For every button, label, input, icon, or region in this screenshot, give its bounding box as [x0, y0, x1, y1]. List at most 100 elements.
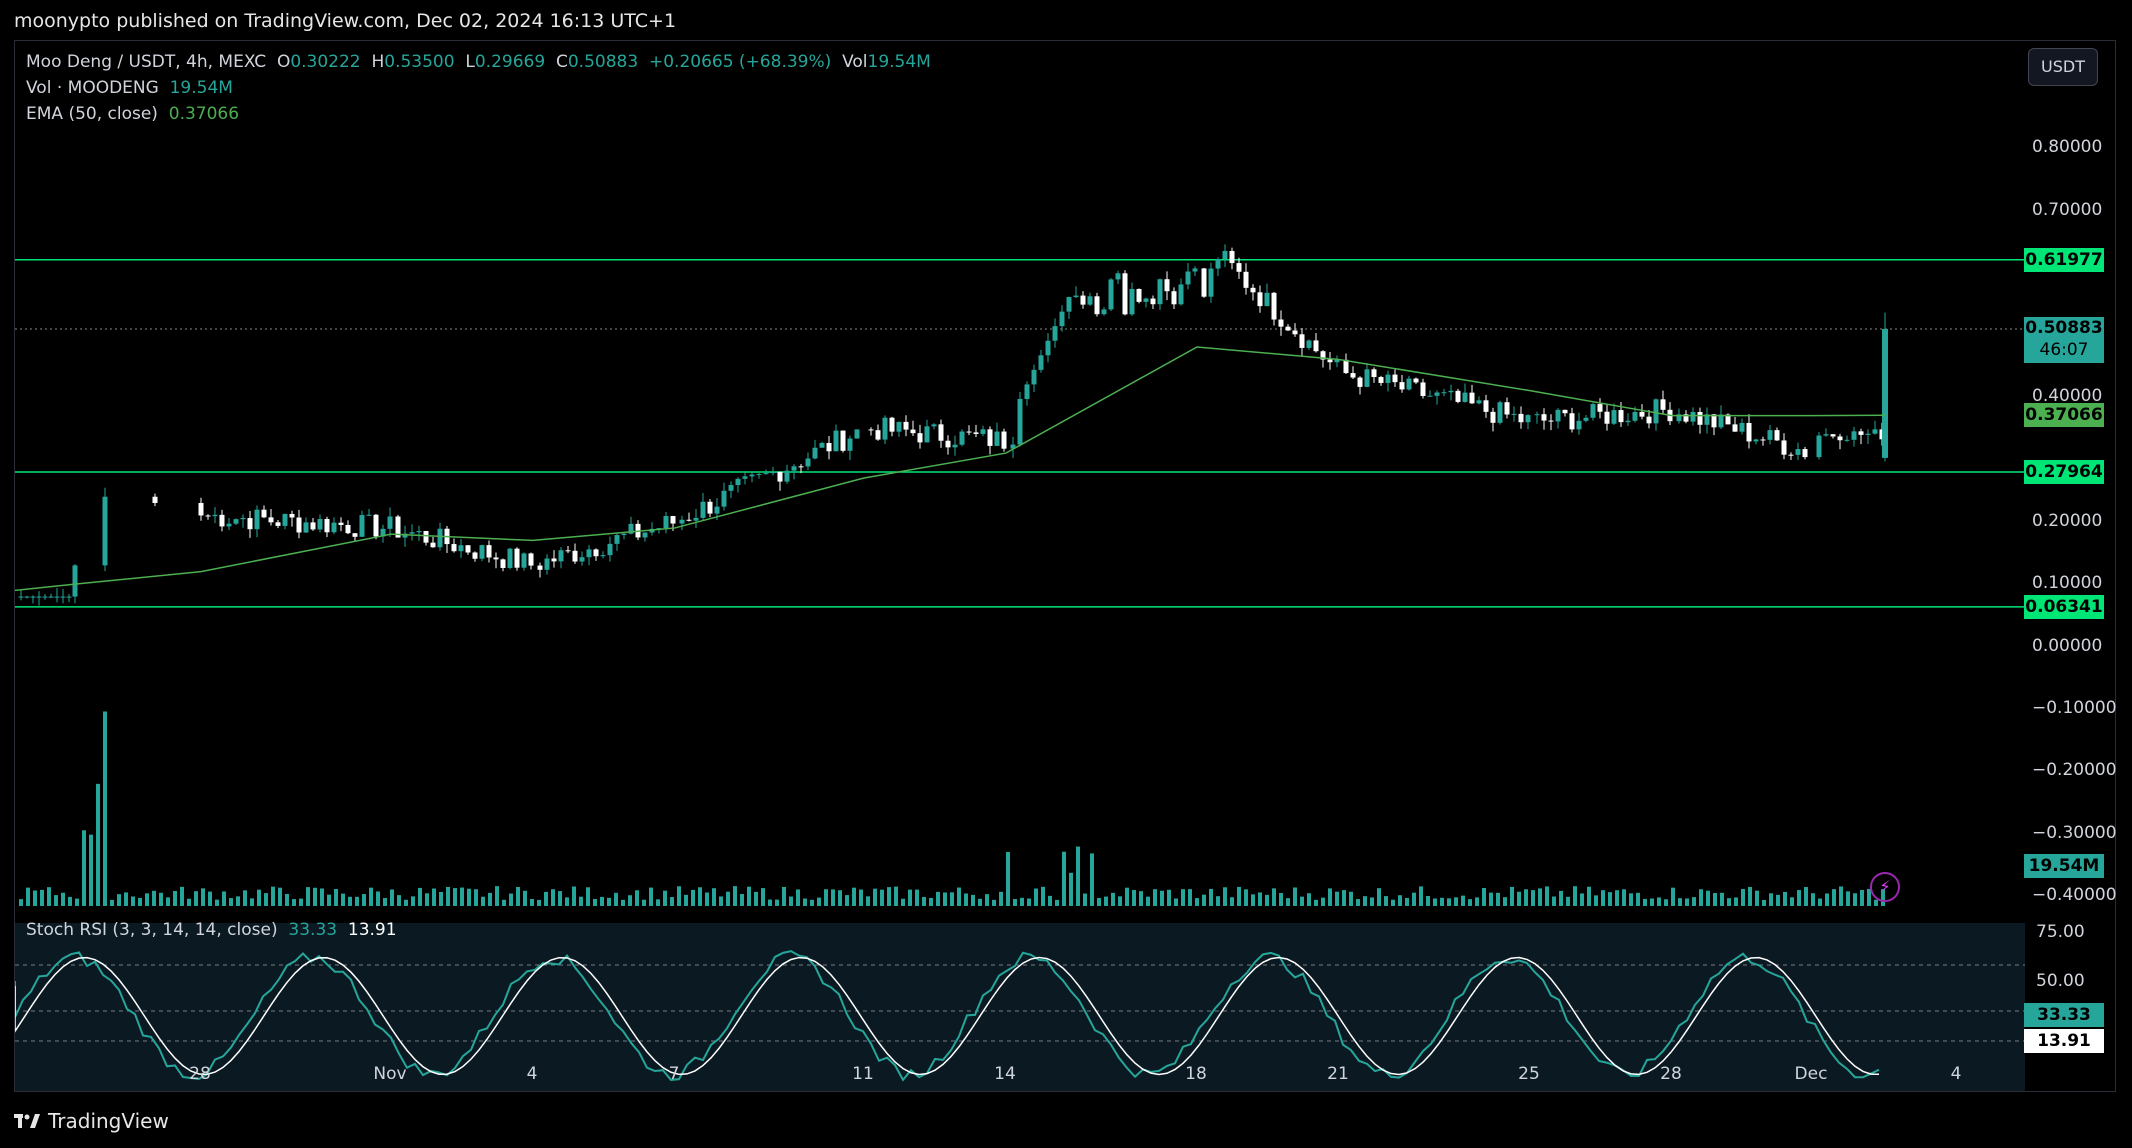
candle-body — [1604, 411, 1610, 424]
chart-area[interactable] — [14, 40, 2116, 1092]
ema-legend[interactable]: EMA (50, close) 0.37066 — [26, 104, 239, 124]
tradingview-logo[interactable]: TradingView — [14, 1109, 169, 1133]
volume-bar — [201, 888, 205, 906]
volume-bar — [873, 888, 877, 906]
candle-body — [465, 545, 471, 553]
volume-bar — [1195, 898, 1199, 906]
candle-body — [784, 470, 790, 482]
price-axis-label: −0.20000 — [2032, 760, 2117, 780]
candle-body — [240, 518, 246, 520]
volume-bar — [1482, 888, 1486, 906]
stoch-d-value: 13.91 — [347, 920, 397, 940]
level-tag-low: 0.06341 — [2024, 595, 2104, 619]
low-value: 0.29669 — [474, 52, 546, 72]
candle-body — [1257, 292, 1263, 307]
candle-body — [1178, 284, 1184, 305]
candle-body — [1462, 392, 1468, 402]
volume-bar — [159, 892, 163, 906]
volume-bar — [1307, 893, 1311, 906]
volume-bar — [1545, 886, 1549, 906]
alert-lightning-icon[interactable]: ⚡ — [1870, 872, 1900, 902]
volume-bar — [1580, 893, 1584, 906]
candle-body — [642, 532, 648, 538]
volume-bar — [691, 889, 695, 906]
candle-body — [1185, 271, 1191, 285]
candle-body — [1278, 319, 1284, 327]
candle-body — [1201, 268, 1207, 297]
candle-body — [1534, 414, 1540, 416]
volume-bar — [215, 899, 219, 906]
date-axis-label: 18 — [1185, 1064, 1207, 1084]
volume-bar — [943, 892, 947, 906]
symbol-label[interactable]: Moo Deng / USDT, 4h, MEXC — [26, 52, 267, 72]
candle-body — [451, 544, 457, 552]
volume-bar — [425, 893, 429, 906]
volume-bar — [320, 888, 324, 906]
volume-legend[interactable]: Vol · MOODENG 19.54M — [26, 78, 233, 98]
date-axis-label: 14 — [994, 1064, 1016, 1084]
candle-body — [826, 442, 832, 452]
candle-body — [1739, 422, 1745, 432]
volume-bar — [327, 894, 331, 906]
candle-body — [1229, 250, 1235, 264]
volume-bar — [369, 887, 373, 906]
volume-bar — [726, 891, 730, 906]
date-axis-label: 25 — [1518, 1064, 1540, 1084]
candle-body — [868, 429, 874, 431]
candle-body — [1569, 413, 1575, 430]
publish-bar: moonypto published on TradingView.com, D… — [0, 0, 2132, 40]
candle-body — [558, 550, 564, 562]
candle-body — [777, 471, 783, 482]
candle-body — [60, 596, 66, 598]
stoch-axis-label: 75.00 — [2036, 922, 2085, 942]
volume-bar — [1020, 897, 1024, 906]
currency-button[interactable]: USDT — [2028, 48, 2098, 86]
price-chart[interactable] — [15, 41, 2115, 1091]
candle-body — [152, 496, 158, 503]
candle-body — [1271, 292, 1277, 320]
volume-bar — [754, 891, 758, 906]
volume-bar — [810, 899, 814, 906]
candle-body — [1306, 340, 1312, 348]
candle-body — [1837, 436, 1843, 441]
candle-body — [1555, 409, 1561, 422]
stoch-legend[interactable]: Stoch RSI (3, 3, 14, 14, close) 33.33 13… — [26, 920, 397, 940]
volume-bar — [1650, 898, 1654, 906]
candle-body — [586, 549, 592, 558]
volume-bar — [1517, 891, 1521, 906]
volume-bar — [1454, 897, 1458, 906]
stoch-k-tag: 33.33 — [2024, 1003, 2104, 1027]
candle-body — [1192, 268, 1198, 272]
volume-bar — [285, 893, 289, 906]
candle-body — [54, 596, 60, 598]
candle-body — [1518, 413, 1524, 423]
volume-bar — [1846, 891, 1850, 906]
candle-body — [233, 519, 239, 524]
volume-bar — [257, 889, 261, 906]
volume-bar — [1727, 898, 1731, 906]
volume-bar — [1286, 898, 1290, 906]
volume-bar — [649, 887, 653, 906]
candle-body — [1001, 431, 1007, 449]
candle-body — [1364, 369, 1370, 387]
candle-body — [1441, 392, 1447, 394]
stoch-label: Stoch RSI (3, 3, 14, 14, close) — [26, 920, 278, 940]
volume-bar — [600, 896, 604, 906]
candle-body — [1851, 431, 1857, 440]
candle-body — [30, 596, 36, 598]
volume-bar — [1566, 896, 1570, 906]
volume-bar — [432, 888, 436, 906]
vol-value: 19.54M — [867, 52, 931, 72]
candle-body — [1541, 414, 1547, 421]
volume-bar — [1293, 887, 1297, 906]
candle-body — [1129, 288, 1135, 315]
volume-bar — [1279, 892, 1283, 906]
candle-body — [1725, 414, 1731, 425]
candle-body — [479, 545, 485, 559]
vol-label: Vol — [842, 52, 868, 72]
volume-bar — [1559, 890, 1563, 906]
candle-body — [72, 565, 78, 597]
candle-body — [1343, 359, 1349, 374]
volume-tag: 19.54M — [2024, 854, 2104, 878]
volume-bar — [362, 894, 366, 906]
